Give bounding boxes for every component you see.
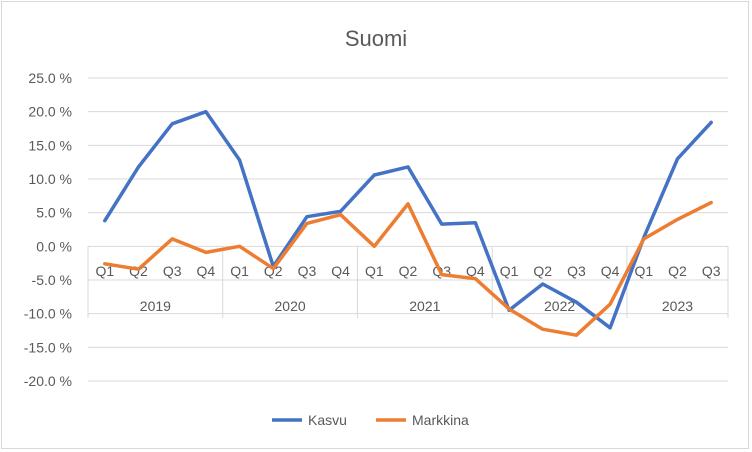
gridlines	[88, 77, 728, 382]
year-label: 2022	[544, 298, 575, 314]
y-tick-label: -15.0 %	[24, 339, 72, 355]
y-tick-label: -5.0 %	[32, 272, 72, 288]
legend: Kasvu Markkina	[272, 412, 469, 428]
x-tick-label: Q2	[668, 263, 687, 279]
x-tick-label: Q3	[567, 263, 586, 279]
x-tick-label: Q4	[197, 263, 216, 279]
year-label: 2021	[409, 298, 440, 314]
chart-title: Suomi	[345, 26, 407, 51]
y-tick-label: 20.0 %	[28, 104, 72, 120]
series-lines	[103, 109, 713, 337]
x-axis: Q1 Q2 Q3 Q4 Q1 Q2 Q3 Q4 Q1 Q2 Q3 Q4 Q1 Q2 Q3 Q4 Q1 Q2 Q320…	[87, 245, 729, 318]
y-tick-label: 5.0 %	[36, 205, 72, 221]
y-axis-ticks: 25.0 % 20.0 % 15.0 % 10.0 % 5.0 % 0.0 % -5.0 %…	[24, 70, 72, 389]
y-tick-label: 0.0 %	[36, 238, 72, 254]
legend-label: Kasvu	[308, 412, 347, 428]
x-tick-label: Q3	[163, 263, 182, 279]
year-label: 2023	[662, 298, 693, 314]
x-tick-label: Q1	[500, 263, 519, 279]
x-tick-label: Q2	[533, 263, 552, 279]
year-label: 2020	[275, 298, 306, 314]
series-line-markkina	[103, 200, 713, 337]
x-tick-label: Q4	[331, 263, 350, 279]
y-tick-label: -20.0 %	[24, 373, 72, 389]
x-tick-label: Q4	[601, 263, 620, 279]
x-tick-label: Q3	[702, 263, 721, 279]
series-line-kasvu	[103, 109, 713, 330]
x-tick-label: Q1	[230, 263, 249, 279]
x-tick-label: Q1	[365, 263, 384, 279]
y-tick-label: 10.0 %	[28, 171, 72, 187]
x-tick-label: Q4	[466, 263, 485, 279]
legend-label: Markkina	[412, 412, 469, 428]
y-tick-label: 25.0 %	[28, 70, 72, 86]
y-tick-label: 15.0 %	[28, 137, 72, 153]
y-tick-label: -10.0 %	[24, 306, 72, 322]
year-label: 2019	[140, 298, 171, 314]
x-tick-label: Q1	[95, 263, 114, 279]
x-tick-label: Q1	[634, 263, 653, 279]
x-tick-label: Q3	[298, 263, 317, 279]
x-tick-label: Q2	[399, 263, 418, 279]
